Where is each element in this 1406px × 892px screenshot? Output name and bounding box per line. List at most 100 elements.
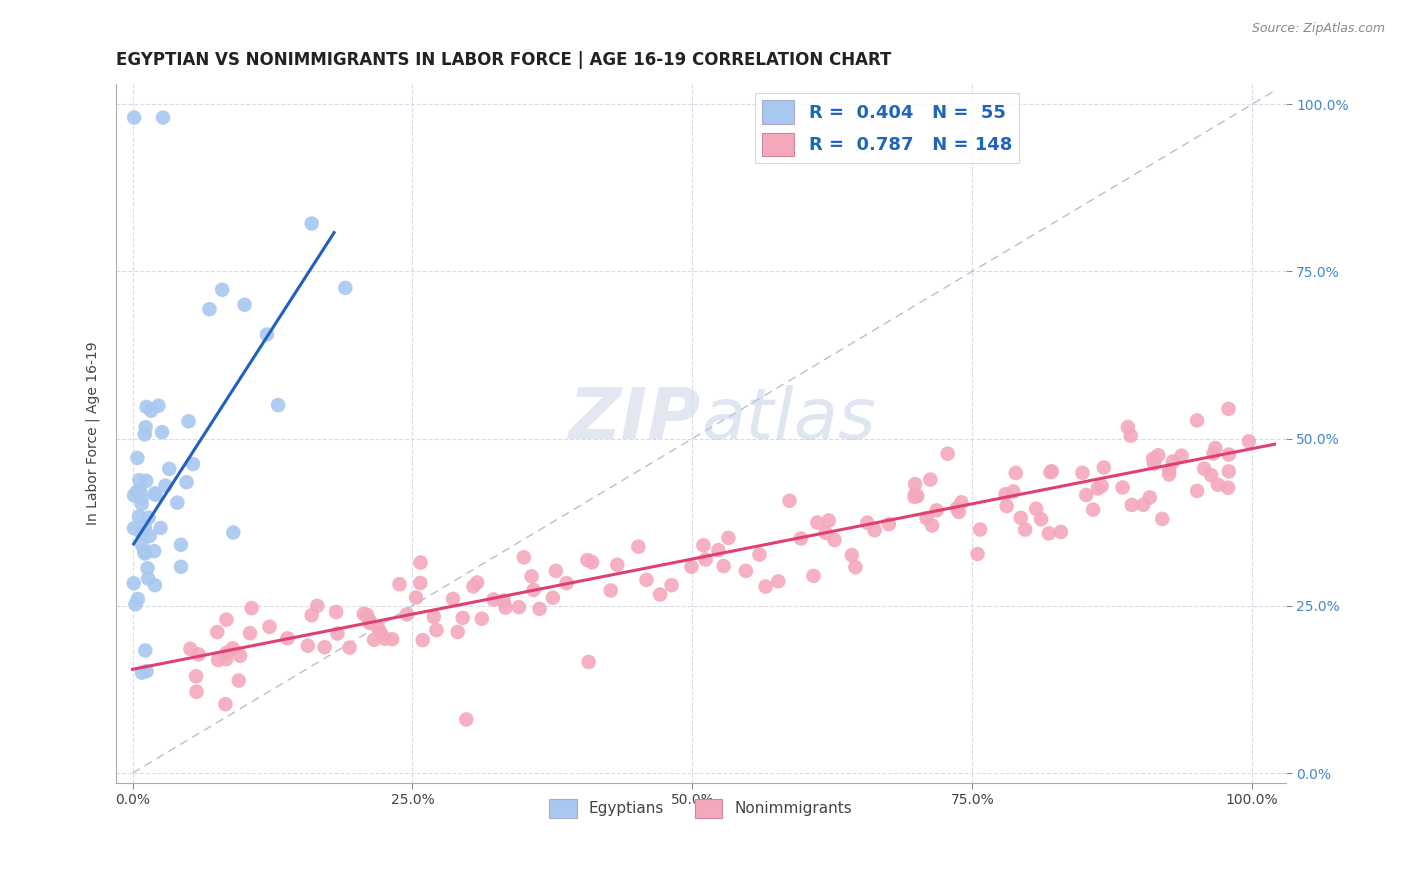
Point <box>409 576 432 591</box>
Point <box>520 569 543 583</box>
Point <box>1002 484 1025 499</box>
Point <box>681 559 703 574</box>
Point <box>541 591 564 605</box>
Point <box>179 641 201 656</box>
Point <box>184 669 207 683</box>
Point <box>581 555 603 569</box>
Point <box>844 560 866 574</box>
Point <box>177 414 200 428</box>
Point <box>150 425 173 439</box>
Point <box>166 495 188 509</box>
Point <box>1029 512 1052 526</box>
Point <box>1202 446 1225 460</box>
Point <box>267 398 290 412</box>
Point <box>966 547 988 561</box>
Point <box>1218 448 1240 462</box>
Point <box>207 625 229 640</box>
Point <box>240 601 263 615</box>
Point <box>388 577 411 591</box>
Point <box>1119 428 1142 442</box>
Point <box>134 520 156 534</box>
Point <box>1010 511 1032 525</box>
Point <box>307 599 329 613</box>
Point <box>734 564 756 578</box>
Point <box>187 648 209 662</box>
Point <box>233 298 256 312</box>
Point <box>136 561 159 575</box>
Point <box>636 573 658 587</box>
Point <box>529 602 551 616</box>
Point <box>405 591 427 605</box>
Point <box>576 553 599 567</box>
Point <box>1142 451 1164 466</box>
Point <box>198 302 221 317</box>
Point <box>155 478 177 492</box>
Point <box>1147 448 1170 462</box>
Point <box>1185 413 1208 427</box>
Point <box>136 572 159 586</box>
Point <box>425 623 447 637</box>
Point <box>134 427 156 442</box>
Point <box>471 612 494 626</box>
Point <box>856 516 879 530</box>
Point <box>186 684 208 698</box>
Point <box>222 641 245 656</box>
Point <box>131 497 153 511</box>
Point <box>122 488 145 502</box>
Text: ZIP: ZIP <box>568 385 700 454</box>
Point <box>824 533 846 547</box>
Point <box>695 552 717 566</box>
Point <box>423 609 446 624</box>
Point <box>755 580 778 594</box>
Point <box>1040 464 1063 478</box>
Point <box>904 477 927 491</box>
Point <box>1071 466 1094 480</box>
Point <box>143 486 166 500</box>
Point <box>301 608 323 623</box>
Point <box>135 400 157 414</box>
Point <box>523 582 546 597</box>
Point <box>451 611 474 625</box>
Point <box>215 613 238 627</box>
Point <box>124 597 146 611</box>
Point <box>713 559 735 574</box>
Point <box>1038 526 1060 541</box>
Point <box>135 474 157 488</box>
Point <box>1199 468 1222 483</box>
Point <box>122 111 145 125</box>
Point <box>122 576 145 591</box>
Point <box>128 473 150 487</box>
Point <box>1139 491 1161 505</box>
Point <box>211 283 233 297</box>
Point <box>606 558 628 572</box>
Point <box>463 579 485 593</box>
Point <box>863 523 886 537</box>
Point <box>508 600 530 615</box>
Point <box>339 640 361 655</box>
Point <box>128 484 150 499</box>
Point <box>877 517 900 532</box>
Point <box>790 532 813 546</box>
Text: EGYPTIAN VS NONIMMIGRANTS IN LABOR FORCE | AGE 16-19 CORRELATION CHART: EGYPTIAN VS NONIMMIGRANTS IN LABOR FORCE… <box>115 51 891 69</box>
Point <box>1204 441 1226 455</box>
Point <box>1121 498 1143 512</box>
Point <box>994 487 1017 501</box>
Point <box>363 632 385 647</box>
Point <box>599 583 621 598</box>
Point <box>768 574 790 589</box>
Point <box>170 559 193 574</box>
Point <box>950 495 973 509</box>
Point <box>149 521 172 535</box>
Point <box>1111 480 1133 494</box>
Point <box>134 545 156 559</box>
Point <box>513 550 536 565</box>
Point <box>627 540 650 554</box>
Legend: Egyptians, Nonimmigrants: Egyptians, Nonimmigrants <box>543 792 859 824</box>
Point <box>353 607 375 621</box>
Text: Source: ZipAtlas.com: Source: ZipAtlas.com <box>1251 22 1385 36</box>
Point <box>127 484 149 499</box>
Point <box>1185 483 1208 498</box>
Point <box>256 327 278 342</box>
Point <box>495 600 517 615</box>
Point <box>222 525 245 540</box>
